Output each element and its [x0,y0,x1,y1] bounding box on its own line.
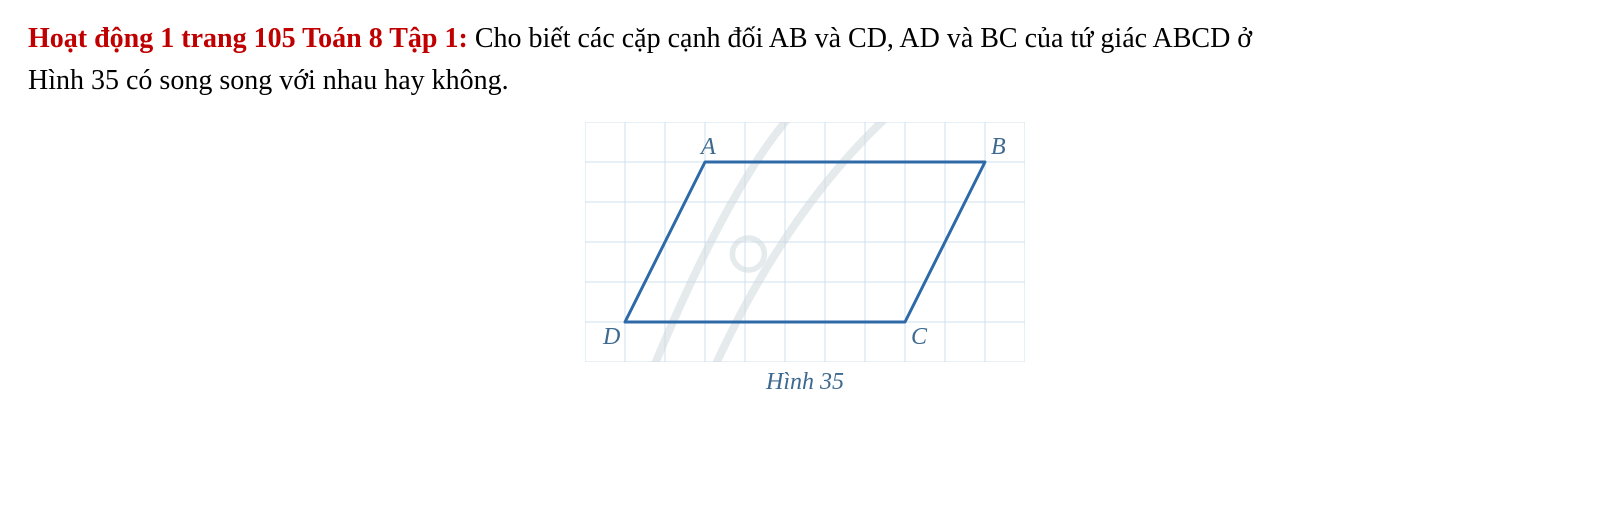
problem-text: Hoạt động 1 trang 105 Toán 8 Tập 1: Cho … [28,18,1582,102]
problem-heading: Hoạt động 1 trang 105 Toán 8 Tập 1: [28,23,468,54]
problem-body-line-1: Cho biết các cặp cạnh đối AB và CD, AD v… [468,23,1252,54]
page: Hoạt động 1 trang 105 Toán 8 Tập 1: Cho … [0,0,1610,416]
figure-wrap: A B C D Hình 35 [28,122,1582,396]
figure-caption: Hình 35 [585,369,1025,396]
parallelogram-diagram: A B C D [585,122,1025,362]
figure: A B C D Hình 35 [585,122,1025,396]
svg-text:A: A [699,134,716,160]
svg-text:B: B [991,134,1006,160]
svg-text:D: D [602,324,620,350]
svg-text:C: C [911,324,928,350]
problem-body-line-2: Hình 35 có song song với nhau hay không. [28,65,509,96]
